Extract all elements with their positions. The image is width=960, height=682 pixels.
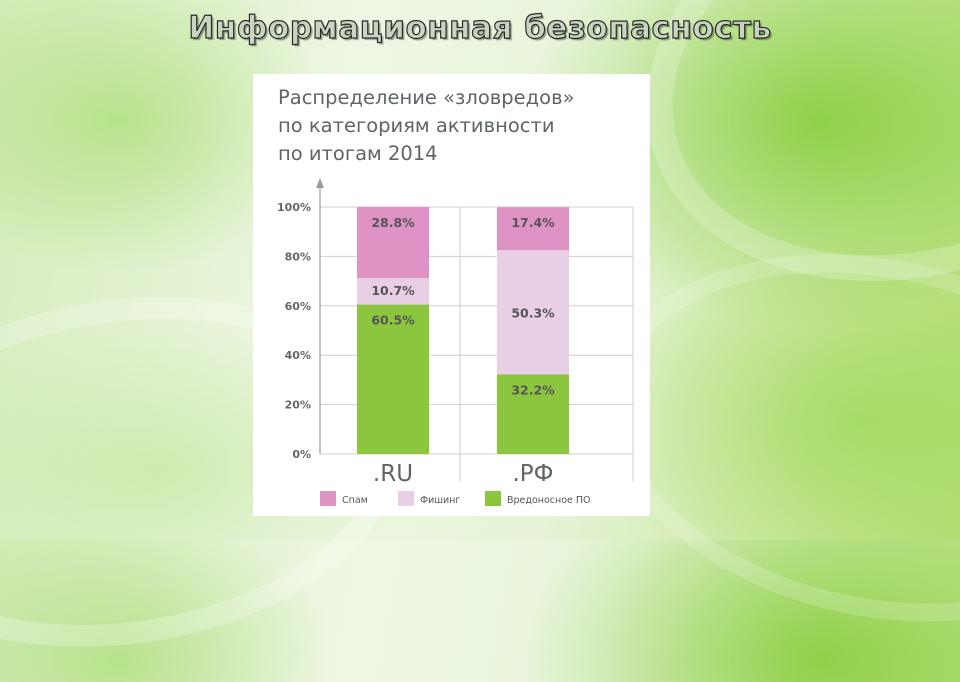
bar-data-label: 17.4% [511, 215, 555, 230]
bar-segment [497, 374, 569, 454]
bar-data-label: 32.2% [511, 382, 555, 397]
y-tick-label: 80% [285, 250, 311, 263]
bar-data-label: 28.8% [371, 215, 415, 230]
slide-title: Информационная безопасность [188, 9, 772, 46]
y-tick-label: 100% [277, 201, 311, 214]
bar-data-label: 60.5% [371, 313, 415, 328]
x-category-label: .RU [373, 461, 413, 487]
bar-data-label: 50.3% [511, 305, 555, 320]
y-tick-label: 60% [285, 300, 311, 313]
chart-heading-line: Распределение «зловредов» [278, 86, 575, 109]
legend-label: Спам [342, 495, 368, 506]
chart-panel: Распределение «зловредов» по категориям … [253, 74, 650, 516]
bar-segment [497, 250, 569, 375]
legend-swatch [320, 491, 336, 506]
legend-swatch [485, 491, 501, 506]
bar-data-label: 10.7% [371, 283, 415, 298]
legend-swatch [398, 491, 414, 506]
y-tick-label: 40% [285, 349, 311, 362]
legend-label: Вредоносное ПО [507, 495, 591, 506]
bar-segment [357, 278, 429, 305]
bar-segment [357, 304, 429, 454]
y-axis-arrow [316, 178, 324, 188]
y-tick-label: 20% [285, 399, 311, 412]
y-tick-label: 0% [292, 448, 311, 461]
bar-segment [357, 207, 429, 279]
x-category-label: .РФ [513, 461, 554, 487]
chart-heading: Распределение «зловредов» по категориям … [278, 84, 638, 168]
chart-heading-line: по итогам 2014 [278, 142, 438, 165]
bar-segment [497, 207, 569, 251]
chart-heading-line: по категориям активности [278, 114, 555, 137]
stacked-bar-chart: 0% 20% 40% 60% 80% 100% 60.5% 10.7% 28.8% .RU 32.2… [277, 178, 634, 506]
legend-label: Фишинг [420, 495, 460, 506]
